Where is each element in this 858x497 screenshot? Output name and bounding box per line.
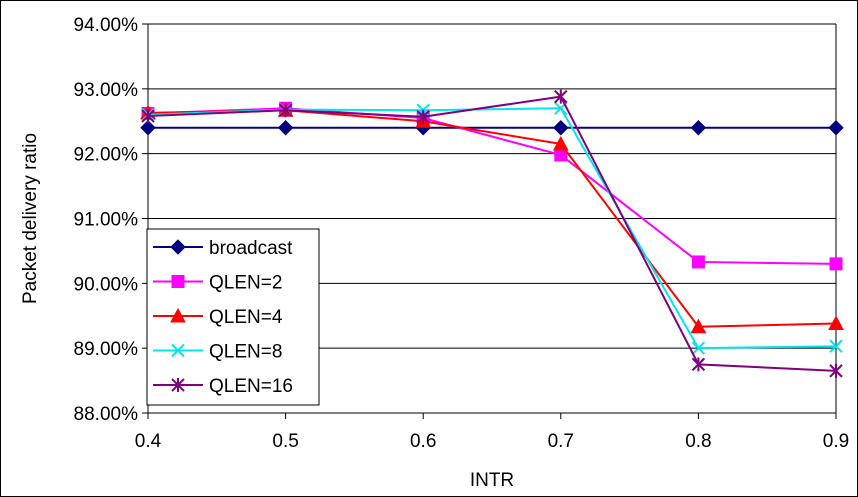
data-point xyxy=(829,339,843,353)
x-tick-label: 0.5 xyxy=(272,431,298,452)
data-point xyxy=(140,120,156,136)
legend-item: QLEN=16 xyxy=(153,376,293,397)
data-point xyxy=(690,120,707,136)
legend-item: broadcast xyxy=(153,238,293,259)
legend-item: QLEN=4 xyxy=(153,307,283,328)
x-tick-label: 0.8 xyxy=(685,431,711,452)
x-axis-title: INTR xyxy=(470,470,514,491)
series-line xyxy=(147,107,837,265)
legend-marker xyxy=(170,239,186,255)
y-tick-label: 94.00% xyxy=(74,15,139,36)
legend-marker xyxy=(170,307,186,323)
data-point xyxy=(691,357,706,372)
data-point xyxy=(690,318,707,334)
data-point xyxy=(277,120,294,136)
data-point xyxy=(416,109,430,124)
data-point xyxy=(554,89,568,104)
legend-item: QLEN=2 xyxy=(153,273,282,294)
y-tick-label: 89.00% xyxy=(74,339,139,360)
data-point xyxy=(829,363,843,378)
series-line xyxy=(147,95,837,372)
legend-marker xyxy=(171,275,185,288)
legend-item: QLEN=8 xyxy=(153,342,282,363)
data-point xyxy=(278,103,293,118)
axes: 88.00% 89.00% 90.00% 91.00% 92.00% 93.00% 94.0… xyxy=(74,15,850,452)
data-point xyxy=(828,315,844,331)
data-point xyxy=(828,120,844,136)
y-axis-title: Packet delivery ratio xyxy=(20,133,41,304)
legend-label: QLEN=2 xyxy=(209,273,282,294)
data-point xyxy=(141,109,155,124)
x-tick-label: 0.6 xyxy=(410,431,436,452)
legend-marker xyxy=(171,378,185,392)
legend-label: QLEN=16 xyxy=(209,376,293,397)
y-tick-label: 93.00% xyxy=(74,80,139,101)
data-point xyxy=(691,255,705,269)
data-point xyxy=(829,257,843,271)
y-tick-label: 91.00% xyxy=(74,210,139,231)
data-point xyxy=(691,341,706,355)
data-point xyxy=(552,135,569,151)
x-tick-label: 0.7 xyxy=(548,431,574,452)
legend-marker xyxy=(171,343,185,358)
x-tick-label: 0.4 xyxy=(135,431,162,452)
series-qlen-16 xyxy=(141,89,843,378)
legend-label: QLEN=4 xyxy=(209,307,283,328)
legend-label: broadcast xyxy=(209,238,293,259)
data-point xyxy=(553,120,569,136)
legend-label: QLEN=8 xyxy=(209,342,282,363)
legend: broadcast QLEN=2 QLEN=4 QLEN=8 QLEN=16 xyxy=(146,228,320,406)
series-broadcast xyxy=(140,120,844,136)
y-tick-label: 90.00% xyxy=(74,274,139,295)
series xyxy=(140,89,844,378)
y-tick-label: 92.00% xyxy=(74,145,139,166)
x-tick-label: 0.9 xyxy=(823,431,849,452)
y-tick-label: 88.00% xyxy=(74,404,139,425)
